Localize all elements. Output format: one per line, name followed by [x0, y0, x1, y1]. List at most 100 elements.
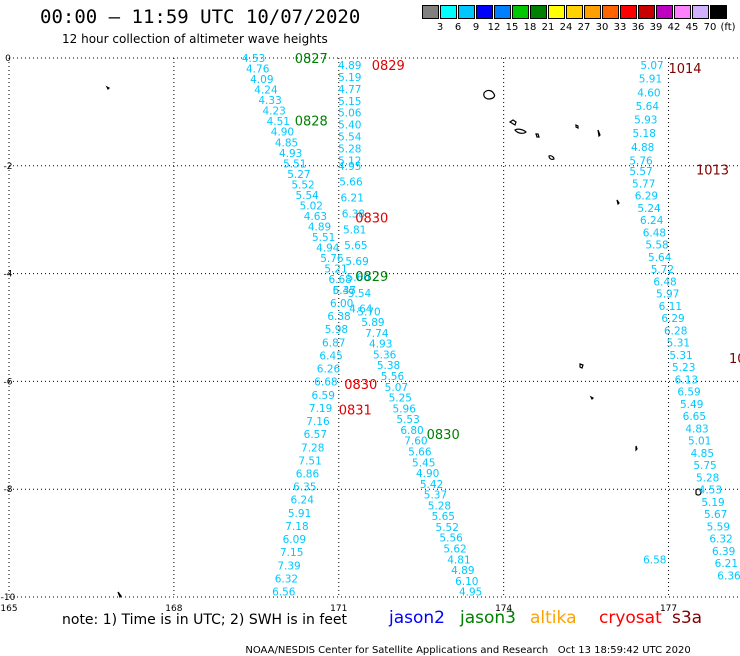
- wave-height-value: 4.33: [258, 95, 281, 107]
- wave-height-value: 7.60: [404, 436, 427, 448]
- wave-height-value: 4.88: [631, 142, 654, 154]
- wave-height-value: 6.58: [643, 554, 666, 566]
- wave-height-value: 5.91: [639, 74, 662, 86]
- scale-swatch: [476, 5, 493, 19]
- wave-height-value: 4.95: [459, 587, 482, 599]
- legend-jason2: jason2: [389, 608, 445, 628]
- wave-height-value: 4.81: [447, 554, 470, 566]
- scale-swatch: [602, 5, 619, 19]
- scale-tick-label: 18: [523, 22, 537, 33]
- wave-height-value: 4.24: [254, 85, 278, 97]
- wave-height-value: 5.40: [338, 120, 361, 132]
- scale-swatch: [422, 5, 439, 19]
- wave-height-value: 5.54: [348, 288, 372, 300]
- pass-time-label: 0830: [344, 378, 377, 393]
- wave-height-value: 6.59: [677, 387, 700, 399]
- wave-height-value: 5.28: [696, 472, 719, 484]
- wave-height-value: 5.65: [432, 511, 455, 523]
- wave-height-value: 5.65: [344, 240, 367, 252]
- wave-height-value: 5.54: [295, 190, 319, 202]
- scale-swatch: [494, 5, 511, 19]
- legend-jason3: jason3: [460, 608, 516, 628]
- scale-swatch: [692, 5, 709, 19]
- wave-height-value: 6.80: [400, 425, 423, 437]
- island-shape: [483, 89, 496, 100]
- wave-height-value: 4.76: [246, 64, 270, 76]
- wave-height-value: 5.28: [338, 143, 361, 155]
- latitude-tick-label: -8: [4, 485, 13, 495]
- island-shape: [597, 129, 601, 138]
- wave-height-value: 4.77: [338, 84, 361, 96]
- wave-height-value: 4.93: [279, 148, 302, 160]
- longitude-tick-label: 174: [495, 604, 512, 614]
- wave-height-value: 6.36: [717, 570, 740, 582]
- pass-time-label: 0831: [339, 403, 372, 418]
- island-shape: [535, 133, 540, 138]
- scale-swatch: [548, 5, 565, 19]
- wave-height-value: 5.76: [629, 155, 653, 167]
- wave-height-value: 5.31: [667, 338, 690, 350]
- wave-height-value: 5.60: [347, 272, 370, 284]
- wave-height-value: 6.68: [314, 377, 337, 389]
- scale-tick-label: 21: [541, 22, 555, 33]
- wave-height-value: 6.13: [675, 374, 698, 386]
- wave-height-value: 7.16: [306, 416, 330, 428]
- wave-height-value: 5.56: [381, 371, 405, 383]
- wave-height-value: 4.09: [250, 74, 273, 86]
- wave-height-value: 5.64: [636, 101, 660, 113]
- wave-height-value: 5.52: [291, 179, 314, 191]
- wave-height-value: 5.57: [629, 166, 652, 178]
- pass-time-label: 0830: [355, 212, 388, 227]
- wave-height-value: 7.51: [298, 455, 321, 467]
- pass-time-label: 0829: [372, 59, 405, 74]
- wave-height-value: 5.19: [338, 72, 361, 84]
- wave-height-value: 6.68: [328, 274, 351, 286]
- wave-height-value: 5.70: [357, 306, 380, 318]
- scale-swatch: [512, 5, 529, 19]
- longitude-tick-label: 171: [330, 604, 347, 614]
- wave-height-value: 4.63: [304, 211, 327, 223]
- wave-height-value: 5.07: [385, 382, 408, 394]
- scale-swatch: [656, 5, 673, 19]
- scale-swatch: [458, 5, 475, 19]
- wave-height-value: 5.56: [439, 533, 463, 545]
- scale-tick-label: 15: [505, 22, 519, 33]
- wave-height-value: 5.42: [420, 479, 443, 491]
- wave-height-value: 6.39: [712, 546, 735, 558]
- wave-height-value: 5.53: [396, 414, 419, 426]
- wave-height-value: 5.07: [640, 60, 663, 72]
- wave-height-value: 4.89: [338, 60, 361, 72]
- wave-height-value: 5.28: [428, 500, 451, 512]
- wave-height-value: 5.51: [312, 232, 335, 244]
- pass-time-labels: 0827 0829 1014 0828 1013 0830 0829 1012 0830 0831…: [295, 52, 740, 443]
- island-shape: [635, 445, 638, 452]
- wave-height-value: 4.95: [338, 161, 361, 173]
- wave-height-value: 5.58: [645, 240, 668, 252]
- wave-height-value: 5.15: [338, 96, 361, 108]
- wave-height-value: 5.23: [672, 362, 695, 374]
- latitude-tick-label: -6: [4, 377, 13, 387]
- latitude-tick-label: -10: [1, 593, 16, 603]
- wave-height-value: 7.28: [301, 442, 324, 454]
- island-shape: [579, 363, 584, 369]
- legend-s3a: s3a: [672, 608, 703, 628]
- wave-height-value: 5.96: [393, 403, 417, 415]
- wave-height-value: 6.29: [661, 313, 684, 325]
- wave-height-value: 6.87: [322, 337, 345, 349]
- wave-height-value: 5.21: [324, 264, 347, 276]
- scale-tick-label: 6: [454, 22, 462, 33]
- pass-time-label: 0829: [355, 270, 388, 285]
- wave-height-value: 4.64: [349, 304, 373, 316]
- wave-height-value: 7.19: [309, 403, 332, 415]
- wave-height-value: 5.27: [287, 169, 310, 181]
- scale-swatch: [620, 5, 637, 19]
- wave-height-value: 5.12: [338, 155, 361, 167]
- wave-height-value: 4.51: [267, 116, 290, 128]
- wave-height-value: 7.18: [285, 521, 308, 533]
- scale-tick-label: 42: [667, 22, 681, 33]
- wave-height-value: 6.24: [640, 215, 664, 227]
- pass-time-label: 0827: [295, 52, 328, 67]
- scale-swatch: [584, 5, 601, 19]
- wave-height-value: 5.36: [373, 349, 397, 361]
- legend-altika: altika: [530, 608, 577, 628]
